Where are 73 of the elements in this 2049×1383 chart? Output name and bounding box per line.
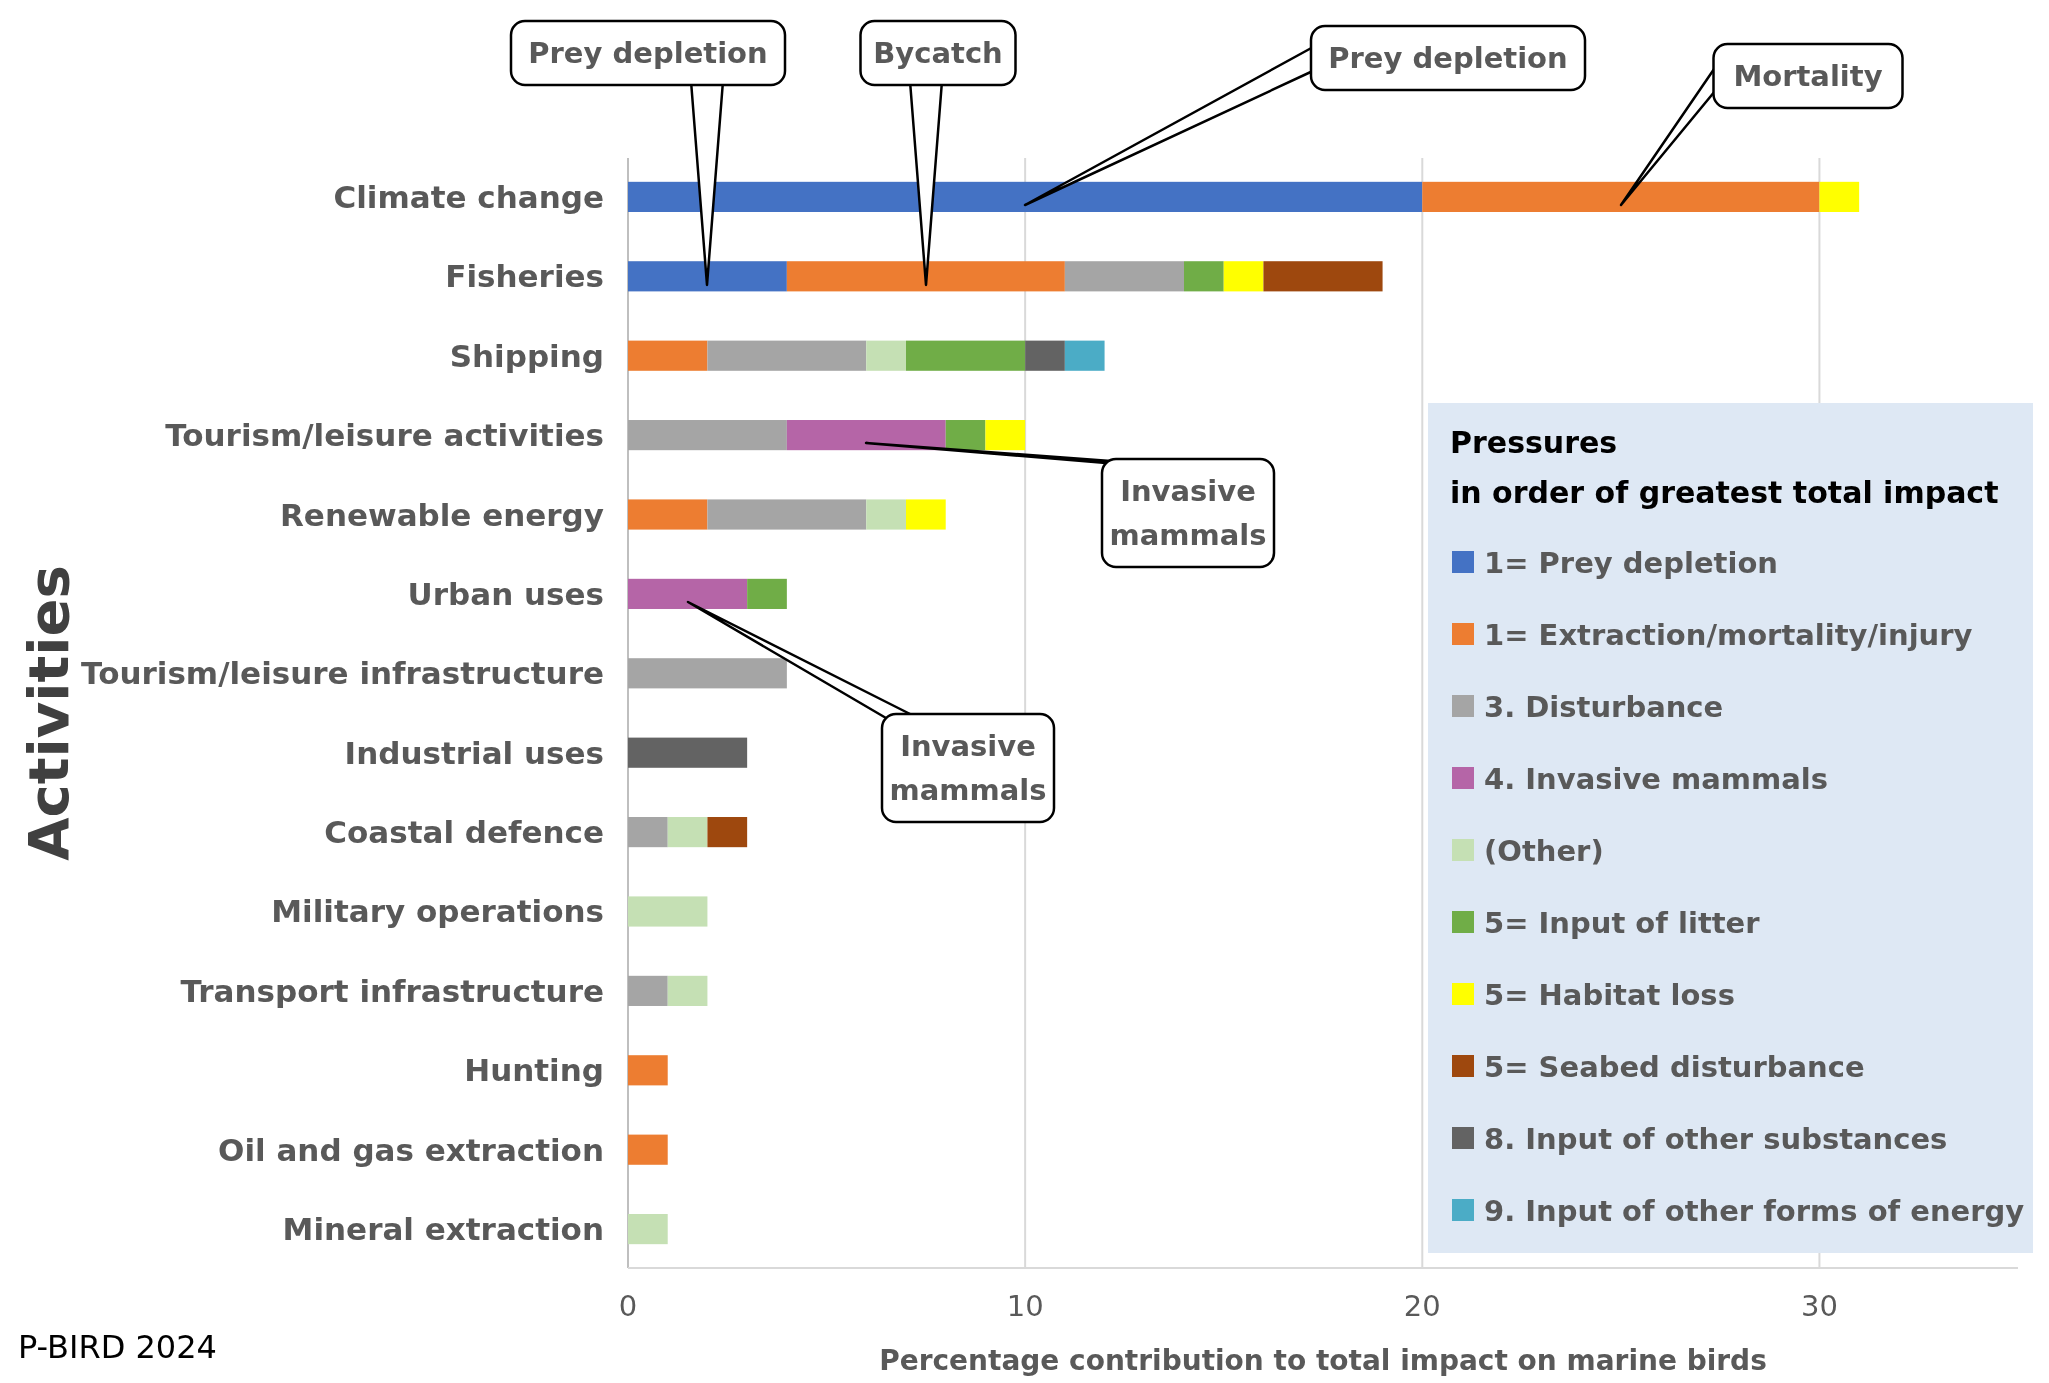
bar [707,817,748,848]
bar [866,499,906,530]
bar [628,1055,668,1086]
text: Prey depletion [528,36,768,70]
bar [1025,340,1065,371]
bar [1819,181,1860,212]
bar [945,420,986,451]
legend-label: 5= Seabed disturbance [1484,1050,1865,1084]
legend-label: (Other) [1484,834,1604,868]
x-tick-label: 0 [618,1289,638,1323]
bar [628,1134,668,1165]
text: Prey depletion [1328,41,1568,75]
bar [707,499,867,530]
bar [906,499,946,530]
bar [1064,340,1105,371]
y-tick-label: Renewable energy [280,496,604,533]
bar [1184,261,1224,292]
bar [1064,261,1184,292]
y-tick-label: Oil and gas extraction [218,1131,604,1168]
bar [628,658,787,689]
x-tick-label: 30 [1800,1289,1838,1323]
x-tick-label: 20 [1403,1289,1441,1323]
legend-label: 5= Input of litter [1484,906,1761,940]
bar [1263,261,1383,292]
y-axis-title: Activities [16,565,81,861]
bar [628,578,748,609]
bar [747,578,787,609]
legend-title: Pressures in order of greatest total impact [1450,425,1999,510]
legend-label: 1= Extraction/mortality/injury [1484,618,1973,652]
legend-label: 5= Habitat loss [1484,978,1735,1012]
bar [628,737,748,768]
text: Mortality [1733,59,1883,93]
bar [628,817,668,848]
text: P-BIRD 2024 [18,1328,217,1366]
bar [628,181,1423,212]
annotation: Invasive mammals [889,729,1047,807]
bar [628,261,787,292]
legend-label: 8. Input of other substances [1484,1122,1948,1156]
bar [628,896,708,927]
bar [667,975,708,1006]
y-tick-label: Tourism/leisure infrastructure [81,655,604,692]
x-axis-title: Percentage contribution to total impact on marine birds [879,1344,1767,1377]
y-tick-label: Fisheries [445,258,604,295]
bar [707,340,867,371]
legend-label: 4. Invasive mammals [1484,762,1829,796]
bar [786,261,1065,292]
legend-label: 9. Input of other forms of energy [1484,1194,2025,1228]
bar [628,420,787,451]
y-tick-label: Urban uses [407,575,604,612]
bar [906,340,1026,371]
bar [1422,181,1820,212]
y-tick-label: Military operations [271,893,604,930]
bar [628,975,668,1006]
legend-label: 1= Prey depletion [1484,546,1778,580]
bar [866,340,906,371]
y-tick-label: Mineral extraction [282,1211,604,1248]
bar [985,420,1026,451]
bar [628,499,708,530]
text: Bycatch [873,36,1003,70]
y-tick-label: Tourism/leisure activities [165,417,604,454]
y-tick-label: Industrial uses [344,734,604,771]
bar [628,340,708,371]
y-tick-label: Transport infrastructure [180,972,604,1009]
bar [667,817,708,848]
y-tick-label: Shipping [449,337,604,374]
y-tick-label: Coastal defence [324,814,604,851]
legend-label: 3. Disturbance [1484,690,1724,724]
x-tick-label: 10 [1006,1289,1044,1323]
bar [628,1214,668,1245]
bar [1223,261,1264,292]
annotation: Invasive mammals [1109,474,1267,552]
y-tick-label: Hunting [464,1052,604,1089]
y-tick-label: Climate change [333,178,604,215]
